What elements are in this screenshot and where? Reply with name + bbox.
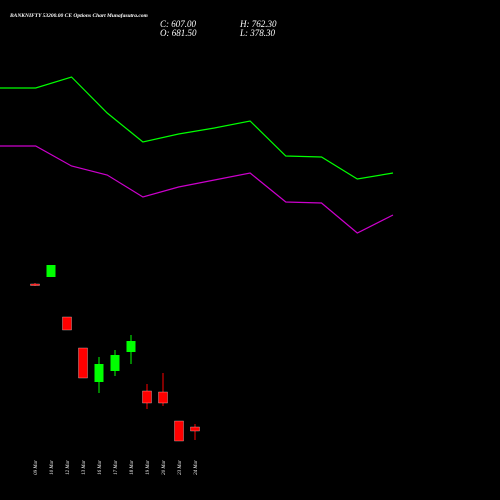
- candle-body: [158, 391, 168, 404]
- high-label: H: 762.30: [239, 19, 277, 29]
- candle-body: [142, 390, 152, 404]
- candle-body: [126, 341, 136, 352]
- x-tick-label: 18 Mar: [130, 460, 135, 475]
- x-tick-label: 19 Mar: [146, 460, 151, 475]
- x-tick-label: 23 Mar: [178, 460, 183, 475]
- x-tick-label: 09 Mar: [34, 460, 39, 475]
- candle-body: [30, 283, 40, 286]
- open-label: O: 681.50: [160, 28, 197, 38]
- candle-body: [78, 347, 88, 379]
- low-label: L: 378.30: [239, 28, 276, 38]
- x-tick-label: 16 Mar: [98, 460, 103, 475]
- candle-body: [62, 316, 72, 331]
- x-tick-label: 17 Mar: [114, 460, 119, 475]
- indicator-line: [0, 145, 394, 234]
- close-label: C: 607.00: [160, 19, 197, 29]
- indicator-line: [0, 76, 394, 180]
- candle-body: [46, 265, 56, 277]
- x-tick-label: 20 Mar: [162, 460, 167, 475]
- candle-body: [110, 355, 120, 371]
- x-tick-label: 13 Mar: [82, 460, 87, 475]
- chart-title: BANKNIFTY 53200.00 CE Options Chart Muna…: [9, 13, 149, 19]
- x-tick-label: 10 Mar: [50, 460, 55, 475]
- candle-body: [174, 420, 184, 442]
- x-tick-label: 24 Mar: [194, 460, 199, 475]
- candle-body: [94, 364, 104, 382]
- x-tick-label: 12 Mar: [66, 460, 71, 475]
- candle-body: [190, 426, 200, 432]
